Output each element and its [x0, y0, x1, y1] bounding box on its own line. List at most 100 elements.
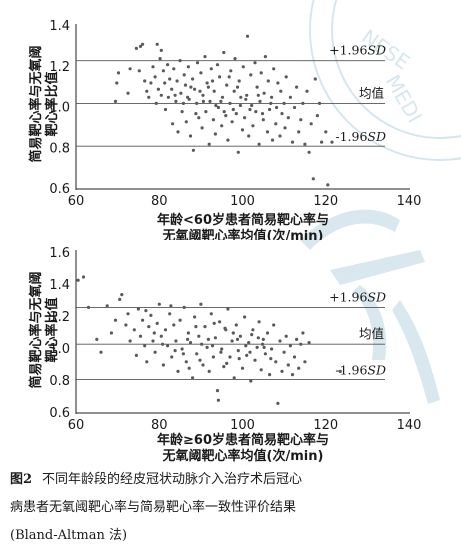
data-point — [280, 369, 284, 373]
data-point — [176, 369, 180, 373]
data-point — [292, 105, 297, 110]
data-point — [124, 323, 128, 327]
data-point — [195, 352, 199, 356]
data-point — [212, 89, 216, 93]
x-tick-label: 140 — [397, 418, 422, 433]
data-point — [222, 110, 226, 114]
data-point — [155, 321, 159, 325]
data-point — [138, 334, 143, 338]
data-point — [169, 304, 173, 308]
y-tick-label: 1.4 — [49, 278, 70, 293]
data-point — [168, 312, 172, 316]
data-point — [203, 55, 207, 59]
data-point — [238, 103, 242, 108]
data-point — [178, 59, 182, 63]
data-point — [303, 142, 307, 146]
data-point — [206, 85, 210, 89]
data-point — [128, 67, 132, 71]
x-tick-label: 80 — [151, 418, 168, 433]
data-point — [143, 79, 147, 83]
data-point — [228, 101, 232, 105]
y-tick-label: 0.8 — [49, 141, 70, 156]
caption-line-3: (Bland-Altman 法) — [10, 528, 128, 543]
data-point — [315, 114, 319, 118]
data-point — [193, 315, 197, 319]
data-point — [222, 365, 226, 369]
mean-label: 均值 — [359, 85, 384, 100]
data-point — [255, 345, 259, 349]
data-points — [113, 34, 334, 187]
data-point — [209, 67, 213, 71]
upper-limit-label: +1.96SD — [329, 289, 386, 304]
data-point — [299, 118, 303, 122]
data-point — [220, 95, 225, 99]
data-point — [184, 120, 188, 124]
data-point — [186, 331, 190, 335]
data-point — [301, 101, 305, 105]
data-point — [191, 148, 195, 152]
data-point — [155, 42, 159, 46]
data-point — [284, 334, 288, 338]
data-points — [76, 275, 342, 405]
data-point — [282, 350, 286, 354]
data-point — [216, 398, 220, 402]
data-point — [198, 89, 202, 93]
data-point — [206, 337, 210, 341]
data-point — [151, 65, 155, 69]
data-point — [113, 318, 118, 322]
data-point — [279, 89, 283, 93]
bland-altman-plot-60-plus: 简易靶心率与无氧阈 靶心率比值 0.6 0.8 1.0 1.2 1.4 1.6 60 80 1… — [28, 246, 422, 464]
data-point — [176, 130, 180, 134]
data-point — [200, 342, 204, 346]
data-point — [193, 87, 197, 91]
x-tick-label: 120 — [313, 194, 338, 209]
data-point — [251, 328, 255, 332]
data-point — [178, 318, 182, 322]
data-point — [198, 358, 202, 362]
y-tick-labels: 0.6 0.8 1.0 1.2 1.4 — [49, 19, 70, 197]
data-point — [259, 71, 263, 75]
data-point — [241, 65, 245, 69]
data-point — [138, 44, 143, 49]
data-point — [299, 342, 303, 346]
data-point — [173, 349, 177, 353]
data-point — [81, 275, 86, 279]
data-point — [263, 352, 267, 356]
data-point — [232, 89, 236, 93]
data-point — [211, 118, 215, 122]
data-point — [303, 360, 307, 364]
lower-limit-label: -1.96SD — [335, 362, 386, 377]
data-point — [280, 112, 284, 116]
data-point — [187, 366, 191, 370]
data-point — [194, 112, 198, 116]
data-point — [201, 363, 205, 367]
data-point — [147, 325, 151, 329]
data-point — [76, 278, 80, 282]
data-point — [240, 366, 245, 370]
data-point — [224, 114, 228, 118]
y-tick-label: 1.0 — [49, 101, 70, 116]
data-point — [188, 341, 193, 345]
data-point — [197, 116, 201, 120]
data-point — [207, 369, 211, 373]
data-point — [270, 347, 274, 351]
bland-altman-plot-under-60: 简易靶心率与无氧阈 靶心率比值 0.6 0.8 1.0 1.2 1.4 60 80 100 1… — [28, 19, 421, 240]
data-point — [212, 321, 216, 325]
data-point — [237, 357, 241, 361]
data-point — [269, 101, 273, 105]
data-point — [210, 79, 215, 83]
y-axis-title-line1: 简易靶心率与无氧阈 — [28, 45, 44, 162]
x-tick-labels: 60 80 100 120 140 — [68, 418, 422, 433]
y-tick-label: 0.6 — [49, 406, 70, 421]
data-point — [276, 401, 280, 405]
mean-label: 均值 — [359, 326, 384, 341]
data-point — [163, 107, 168, 112]
x-tick-label: 80 — [151, 194, 168, 209]
figure-caption: 图2 不同年龄段的经皮冠状动脉介入治疗术后冠心 病患者无氧阈靶心率与简易靶心率一致… — [10, 466, 456, 550]
data-point — [141, 318, 145, 322]
y-axis-title: 简易靶心率与无氧阈 靶心率比值 — [28, 271, 60, 388]
data-point — [134, 46, 138, 51]
data-point — [244, 97, 248, 101]
data-point — [99, 350, 103, 354]
data-point — [250, 103, 254, 108]
